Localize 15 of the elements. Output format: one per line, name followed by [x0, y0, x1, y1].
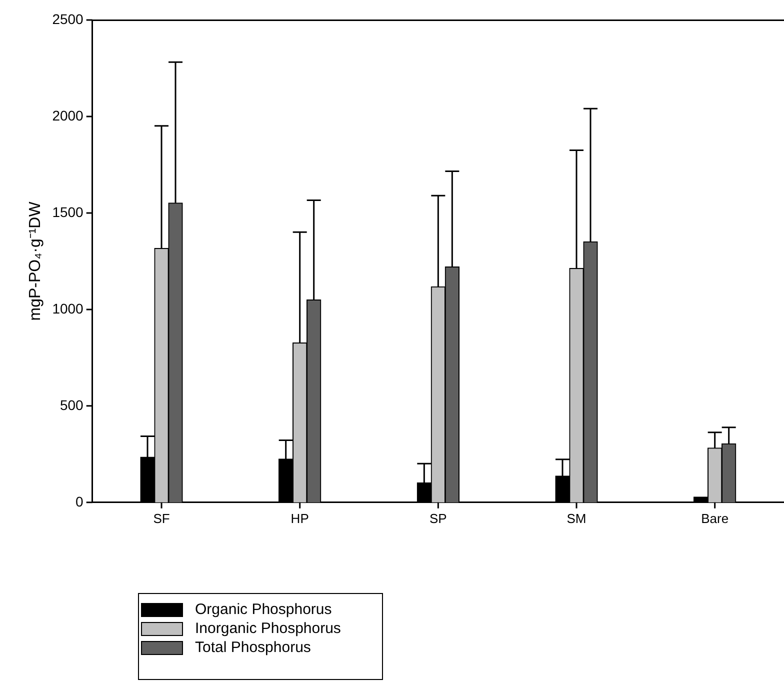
y-tick-label: 0	[76, 493, 84, 510]
y-tick-label: 2500	[52, 10, 84, 27]
legend-label: Organic Phosphorus	[195, 601, 332, 618]
legend-label: Inorganic Phosphorus	[195, 620, 341, 637]
y-tick-label: 500	[60, 396, 84, 413]
x-tick-label: SP	[430, 510, 447, 526]
y-tick-label: 1500	[52, 204, 84, 220]
x-tick-label: SM	[566, 510, 586, 526]
legend-label: Total Phosphorus	[195, 639, 311, 656]
y-tick-label: 1000	[52, 300, 84, 316]
x-tick-label: Bare	[701, 510, 729, 526]
y-tick-label: 2000	[52, 107, 84, 124]
y-axis-title: mgP-PO₄·g⁻¹DW	[27, 200, 44, 321]
x-tick-label: HP	[290, 510, 309, 526]
x-tick-label: SF	[153, 510, 170, 526]
